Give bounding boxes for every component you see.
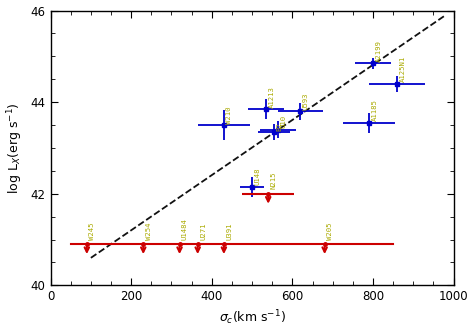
Text: W205: W205 — [327, 222, 333, 239]
Text: B2: B2 — [277, 122, 283, 131]
Text: U593: U593 — [303, 93, 309, 110]
Text: N215: N215 — [271, 171, 277, 189]
X-axis label: $\sigma_c$(km s$^{-1}$): $\sigma_c$(km s$^{-1}$) — [219, 309, 286, 327]
Text: W245: W245 — [89, 222, 95, 239]
Text: A1213: A1213 — [269, 86, 274, 108]
Text: W254: W254 — [146, 222, 152, 239]
Text: U271: U271 — [200, 222, 206, 239]
Text: A1185: A1185 — [372, 100, 377, 122]
Text: A2199: A2199 — [375, 40, 382, 62]
Text: U148: U148 — [255, 168, 261, 185]
Text: U391: U391 — [226, 222, 232, 239]
Y-axis label: log L$_X$(erg s$^{-1}$): log L$_X$(erg s$^{-1}$) — [6, 102, 25, 194]
Text: W210: W210 — [226, 106, 232, 124]
Text: A125N1: A125N1 — [400, 56, 406, 83]
Text: U1484: U1484 — [182, 218, 188, 239]
Text: U10: U10 — [281, 115, 287, 128]
